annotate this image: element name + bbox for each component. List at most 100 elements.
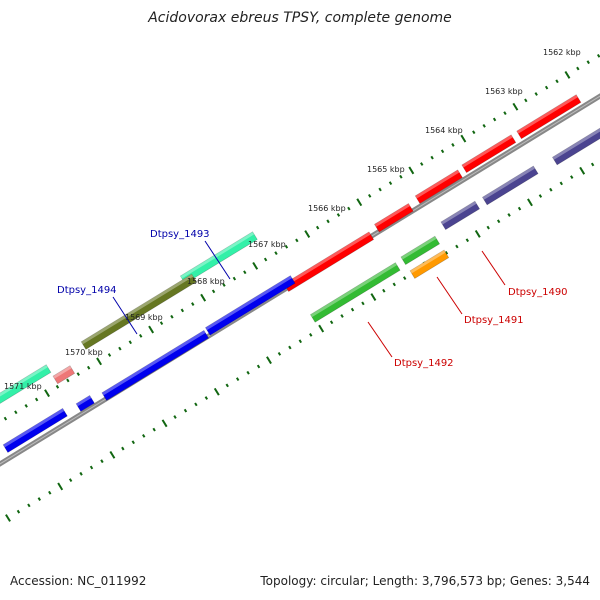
tick-label-9: 1571 kbp — [4, 382, 42, 391]
gene-label-3: Dtpsy_1493 — [150, 229, 210, 240]
gene-olive-1-body — [80, 273, 197, 350]
gene-green-2-highlight — [310, 262, 397, 318]
gene-red-5-highlight — [283, 231, 371, 287]
gene-label-leader-0 — [481, 250, 506, 286]
minor-tick — [544, 85, 549, 90]
gene-blue-4-body — [2, 407, 68, 453]
minor-tick — [284, 244, 289, 249]
minor-tick — [79, 471, 83, 476]
major-tick — [318, 324, 325, 333]
gene-blue-3 — [75, 395, 95, 412]
minor-tick — [336, 213, 341, 217]
minor-tick — [538, 194, 543, 198]
minor-tick — [89, 465, 94, 470]
gene-orange-1 — [409, 249, 450, 279]
gene-olive-1 — [80, 273, 197, 350]
minor-tick — [24, 404, 28, 408]
minor-tick — [555, 79, 559, 84]
minor-tick — [76, 372, 80, 376]
major-tick — [148, 325, 155, 334]
minor-tick — [204, 396, 209, 400]
gene-label-leader-1 — [436, 276, 463, 315]
gene-purple-3-highlight — [440, 201, 477, 225]
gene-blue-4-highlight — [3, 408, 65, 448]
gene-red-2-body — [461, 134, 517, 174]
minor-tick — [142, 434, 146, 438]
minor-tick — [486, 225, 490, 230]
tick-label-6: 1568 kbp — [187, 277, 225, 286]
major-tick — [356, 198, 363, 207]
minor-tick — [274, 251, 278, 256]
tick-label-group: 1562 kbp 1563 kbp 1564 kbp 1565 kbp 1566 kbp… — [4, 48, 581, 391]
gene-blue-1 — [205, 275, 296, 336]
tick-label-3: 1565 kbp — [367, 165, 405, 174]
minor-tick — [586, 60, 590, 65]
gene-teal-1-highlight — [180, 231, 255, 279]
gene-red-3 — [414, 169, 463, 204]
gene-green-2-body — [310, 262, 401, 323]
minor-tick — [382, 288, 386, 293]
gene-label-leader-3 — [204, 240, 231, 280]
major-tick — [109, 450, 116, 459]
major-tick — [474, 229, 481, 238]
gene-purple-2 — [482, 165, 539, 206]
minor-tick — [378, 187, 382, 192]
minor-tick — [128, 340, 132, 345]
gene-red-2-highlight — [461, 134, 513, 168]
minor-tick — [492, 117, 497, 122]
minor-tick — [48, 490, 52, 495]
minor-tick — [444, 250, 449, 255]
gene-green-1-highlight — [400, 236, 437, 260]
minor-tick — [507, 213, 511, 217]
gene-teal-2-highlight — [0, 364, 48, 397]
major-tick — [213, 387, 220, 396]
minor-tick — [420, 162, 424, 166]
minor-tick — [559, 181, 563, 186]
inner-tick-ring — [5, 162, 595, 522]
major-tick — [408, 166, 415, 175]
minor-tick — [194, 402, 198, 407]
minor-tick — [367, 193, 372, 198]
minor-tick — [350, 307, 355, 312]
minor-tick — [503, 111, 507, 115]
minor-tick — [66, 378, 70, 383]
minor-tick — [118, 346, 122, 351]
minor-tick — [173, 415, 177, 419]
minor-tick — [534, 92, 538, 96]
gene-label-0: Dtpsy_1490 — [508, 287, 568, 298]
gene-green-2 — [310, 262, 401, 323]
gene-purple-3 — [440, 200, 481, 231]
gene-label-leader-2 — [367, 321, 393, 358]
gene-blue-2-body — [101, 329, 210, 401]
gene-red-4 — [374, 203, 414, 233]
gene-blue-1-highlight — [205, 275, 292, 331]
tick-label-8: 1570 kbp — [65, 348, 103, 357]
gene-red-3-body — [414, 169, 463, 204]
gene-label-4: Dtpsy_1494 — [57, 285, 117, 296]
minor-tick — [27, 503, 31, 508]
minor-tick — [34, 397, 39, 402]
gene-purple-2-highlight — [482, 166, 535, 200]
minor-tick — [392, 282, 396, 287]
minor-tick — [86, 365, 91, 370]
minor-tick — [315, 225, 320, 230]
minor-tick — [340, 314, 344, 318]
gene-purple-1-body — [552, 127, 600, 166]
tick-label-5: 1567 kbp — [248, 240, 286, 249]
gene-red-4-body — [374, 203, 414, 233]
minor-tick — [399, 174, 403, 179]
major-tick — [57, 482, 64, 491]
accession-text: Accession: NC_011992 — [10, 574, 147, 588]
minor-tick — [329, 320, 334, 325]
major-tick — [266, 356, 272, 365]
minor-tick — [455, 244, 459, 249]
minor-tick — [472, 130, 476, 135]
genome-summary-text: Topology: circular; Length: 3,796,573 bp… — [260, 574, 590, 588]
minor-tick — [496, 219, 501, 224]
tick-label-1: 1563 kbp — [485, 87, 523, 96]
minor-tick — [170, 314, 174, 319]
gene-green-1-body — [400, 235, 441, 266]
major-tick — [96, 357, 103, 366]
minor-tick — [388, 181, 393, 186]
